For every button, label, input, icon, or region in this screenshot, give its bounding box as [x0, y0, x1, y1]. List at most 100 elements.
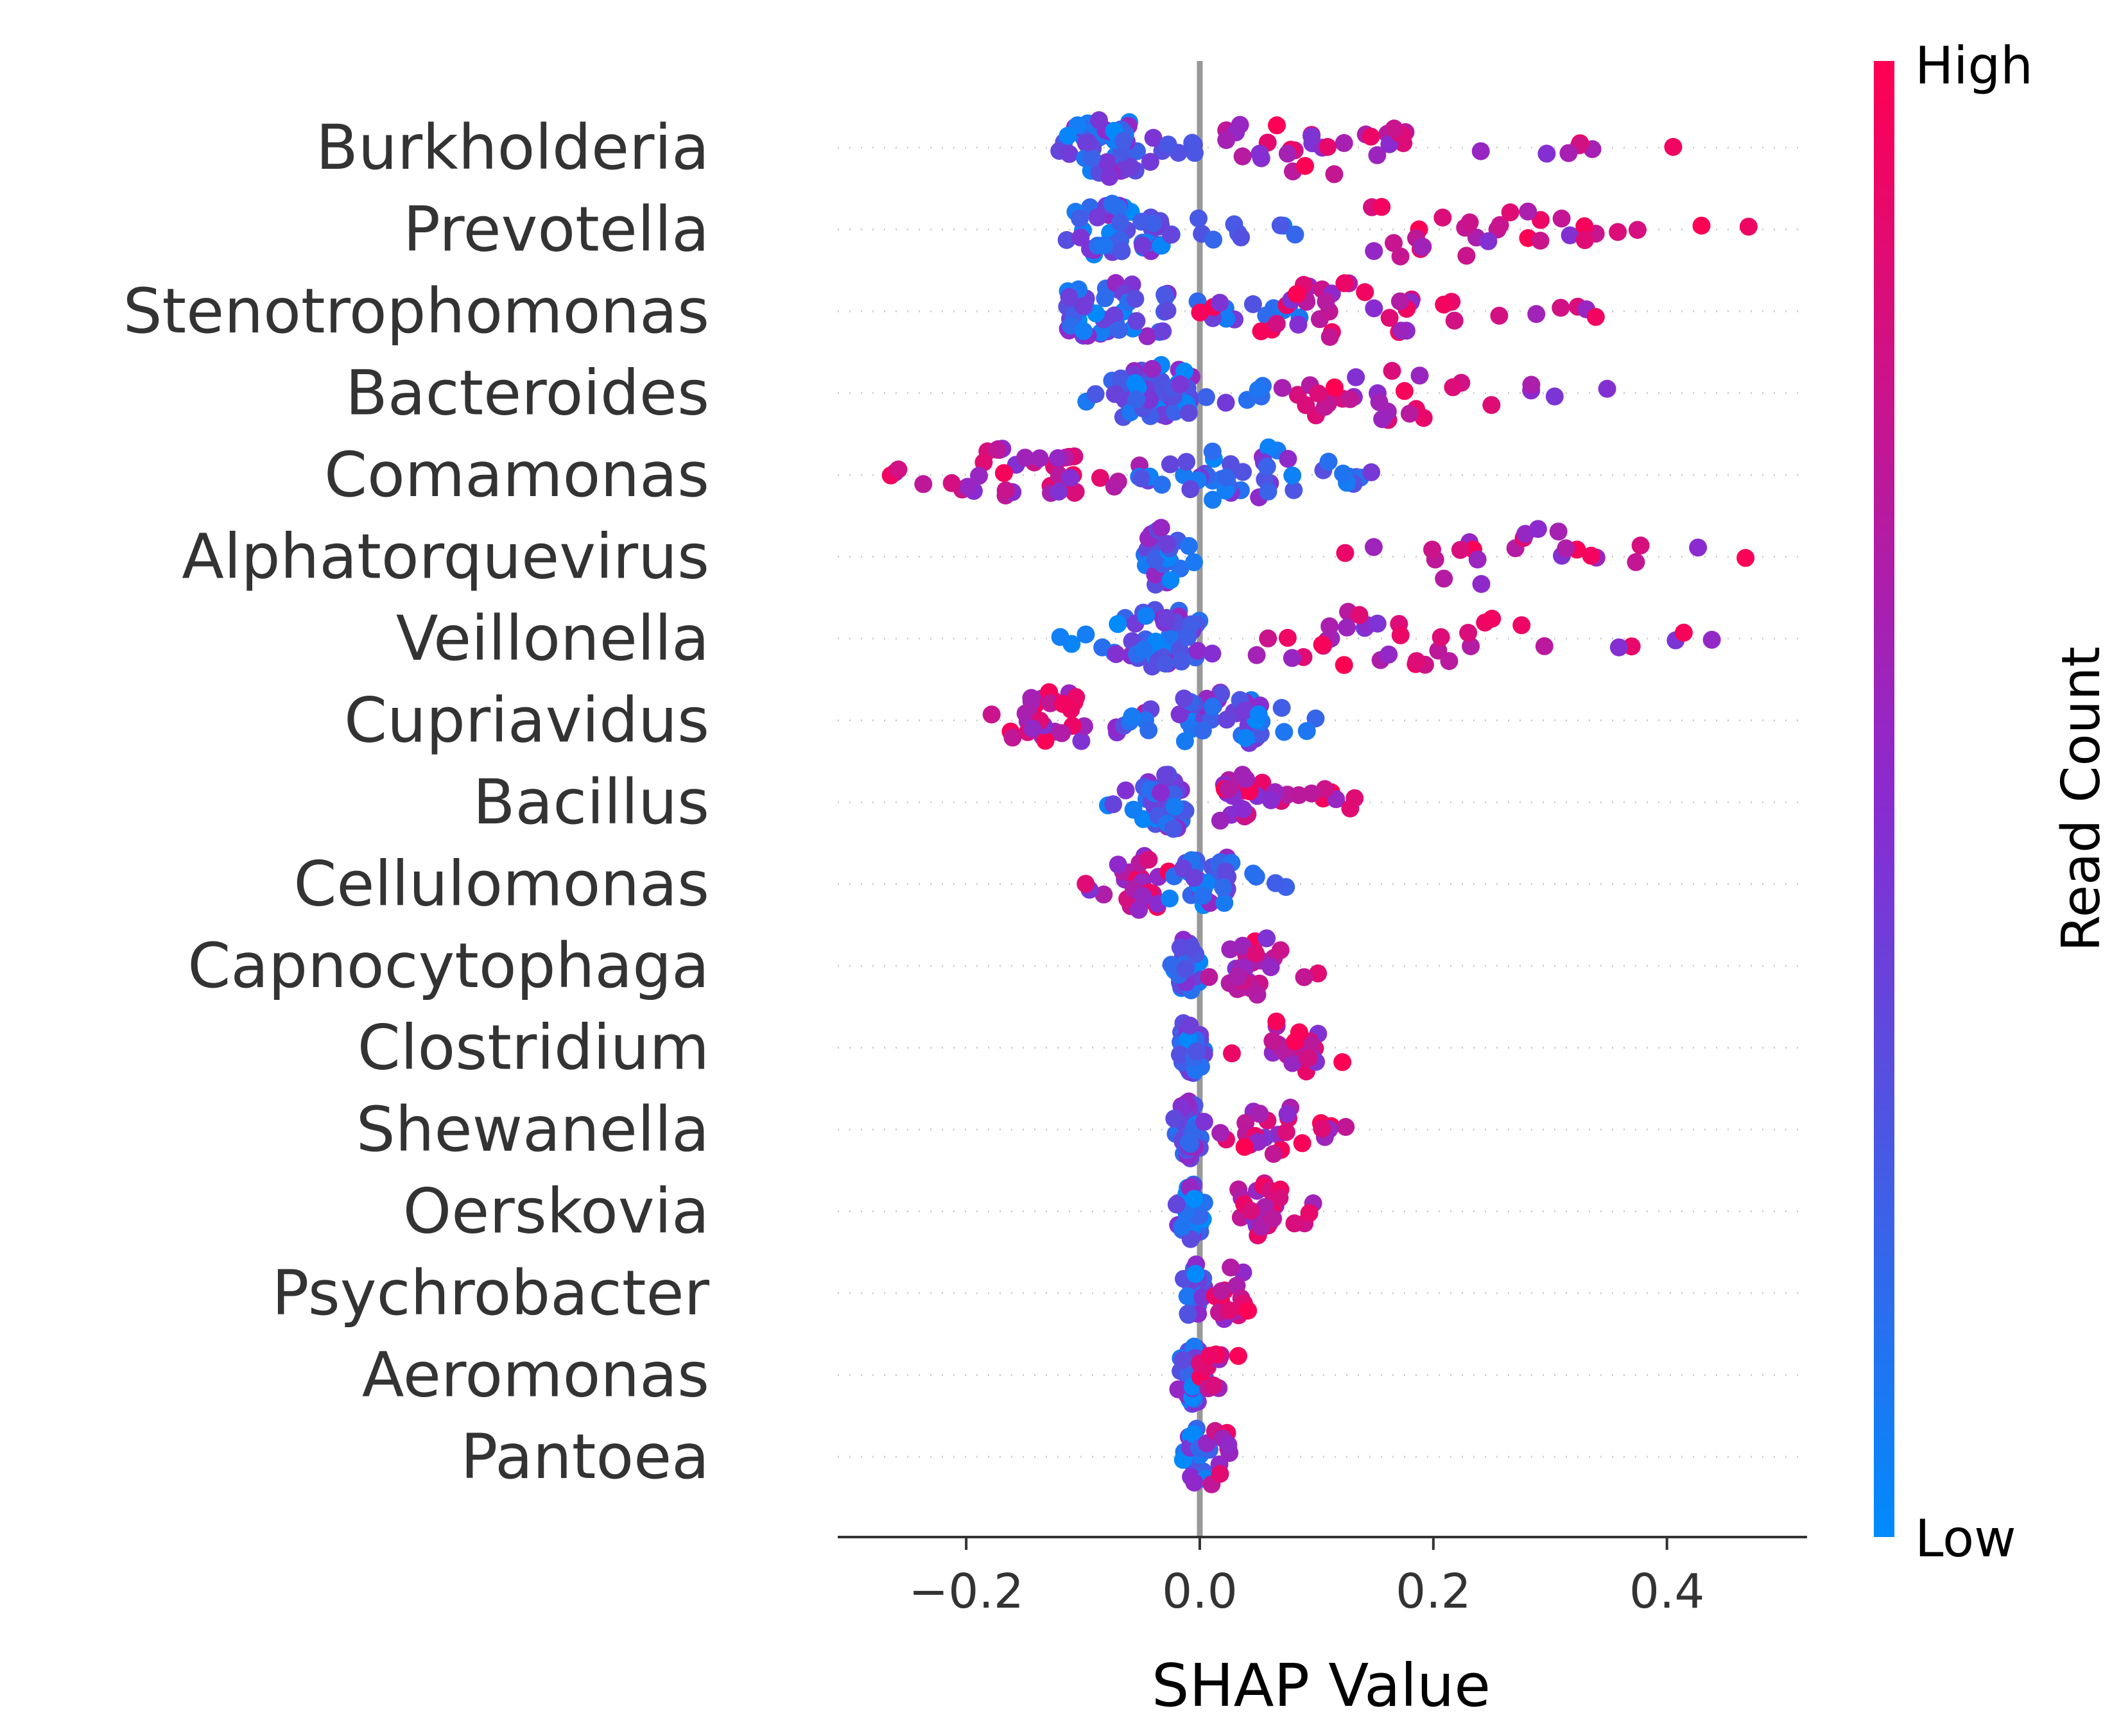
x-tick-label: 0.2: [1396, 1564, 1471, 1619]
data-point: [1211, 293, 1229, 312]
data-point: [1175, 466, 1193, 485]
data-point: [1549, 522, 1568, 541]
data-point: [1234, 800, 1252, 818]
data-point: [1075, 322, 1093, 340]
data-point: [1395, 382, 1414, 400]
data-point: [1372, 198, 1391, 216]
data-point: [1435, 569, 1453, 588]
data-point: [1373, 410, 1392, 429]
data-point: [1435, 295, 1453, 314]
data-point: [1161, 571, 1180, 589]
data-point: [1445, 311, 1464, 330]
data-point: [1261, 958, 1280, 977]
data-point: [958, 477, 977, 496]
data-point: [1177, 452, 1196, 471]
data-point: [1333, 1053, 1352, 1071]
data-point: [1071, 228, 1090, 246]
data-point: [1380, 309, 1399, 327]
data-point: [1170, 705, 1189, 724]
data-point: [1179, 1305, 1197, 1323]
data-point: [1236, 701, 1254, 720]
data-point: [1141, 391, 1159, 409]
data-point: [1105, 477, 1123, 496]
data-point: [1309, 964, 1328, 983]
data-point: [1271, 216, 1290, 235]
feature-label: Burkholderia: [316, 112, 709, 184]
data-point: [1179, 628, 1197, 646]
data-point: [1074, 296, 1093, 315]
data-point: [1134, 236, 1152, 255]
data-point: [1664, 137, 1683, 156]
data-point: [1575, 231, 1594, 250]
colorbar-title: Read Count: [2051, 646, 2112, 952]
data-point: [1186, 144, 1204, 162]
data-point: [1535, 637, 1554, 655]
data-point: [1236, 728, 1255, 747]
data-point: [1162, 225, 1181, 244]
data-point: [1179, 1133, 1198, 1152]
data-point: [1290, 786, 1308, 804]
data-point: [1095, 885, 1113, 904]
data-point: [1060, 288, 1078, 306]
data-point: [1739, 218, 1758, 236]
data-point: [1407, 652, 1426, 671]
data-point: [1271, 941, 1290, 959]
data-point: [1161, 455, 1179, 474]
data-point: [1077, 875, 1095, 893]
data-point: [1289, 315, 1308, 334]
data-point: [1050, 483, 1068, 501]
feature-label: Bacillus: [473, 766, 709, 838]
data-point: [1391, 626, 1410, 644]
data-point: [1139, 721, 1158, 739]
data-point: [1286, 225, 1304, 244]
data-point: [1229, 1346, 1247, 1365]
data-point: [1365, 299, 1383, 318]
data-point: [1071, 209, 1089, 228]
feature-label: Bacteroides: [345, 357, 709, 429]
data-point: [1077, 625, 1095, 644]
data-point: [1161, 889, 1179, 907]
data-point: [1334, 464, 1353, 483]
data-point: [1232, 228, 1251, 246]
data-point: [1552, 298, 1570, 317]
data-point: [1137, 606, 1156, 625]
data-point: [1296, 157, 1314, 175]
data-point: [1336, 544, 1355, 562]
data-point: [1285, 1214, 1304, 1233]
feature-label: Pantoea: [460, 1421, 709, 1493]
data-point: [1188, 642, 1207, 660]
data-point: [1501, 203, 1519, 221]
data-point: [1216, 481, 1235, 500]
data-point: [1575, 217, 1594, 236]
data-point: [1288, 285, 1306, 304]
data-points: [881, 111, 1758, 1493]
data-point: [1319, 138, 1337, 156]
data-point: [1165, 798, 1184, 816]
data-point: [914, 475, 933, 494]
data-point: [1090, 111, 1108, 130]
data-point: [1338, 618, 1356, 637]
data-point: [1134, 887, 1152, 906]
data-point: [1380, 645, 1398, 664]
data-point: [1317, 293, 1335, 311]
data-point: [1141, 153, 1159, 171]
data-point: [1519, 202, 1537, 221]
data-point: [1239, 1302, 1258, 1320]
data-point: [1091, 468, 1109, 487]
data-point: [1229, 967, 1247, 986]
data-point: [1285, 481, 1303, 499]
data-point: [1151, 784, 1170, 802]
data-point: [1204, 490, 1222, 509]
data-point: [1152, 519, 1170, 537]
data-point: [1423, 540, 1441, 559]
feature-label: Capnocytophaga: [187, 930, 709, 1002]
data-point: [1444, 378, 1462, 397]
feature-label: Stenotrophomonas: [123, 275, 709, 347]
data-point: [1152, 476, 1171, 494]
data-point: [1482, 396, 1501, 415]
data-point: [1233, 936, 1252, 955]
data-point: [1295, 968, 1313, 986]
data-point: [988, 440, 1007, 459]
data-point: [1522, 375, 1541, 394]
data-point: [1158, 535, 1177, 553]
